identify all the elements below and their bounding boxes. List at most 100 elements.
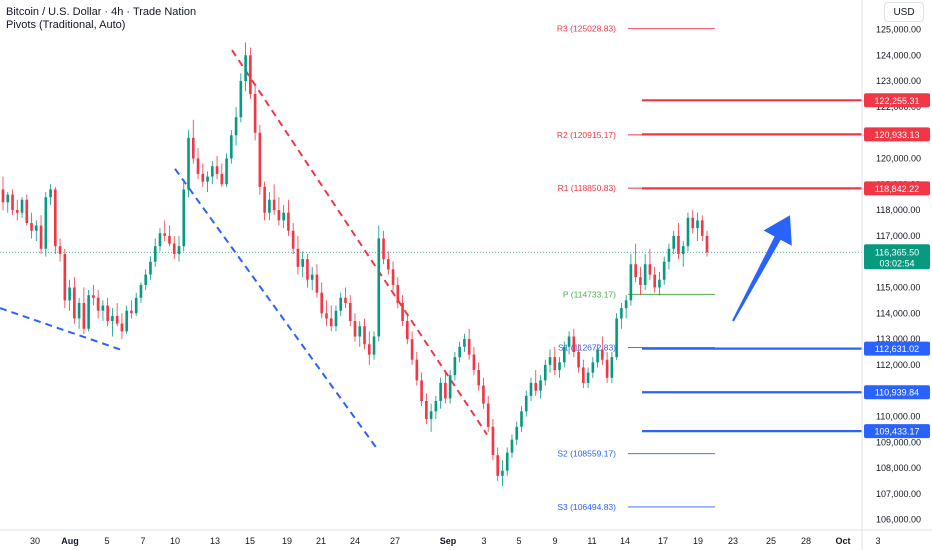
candle[interactable] bbox=[39, 215, 43, 254]
candle[interactable] bbox=[25, 194, 29, 226]
candle[interactable] bbox=[191, 119, 195, 164]
candle[interactable] bbox=[249, 47, 252, 100]
candle[interactable] bbox=[391, 261, 395, 291]
candle[interactable] bbox=[539, 375, 542, 399]
candle[interactable] bbox=[291, 222, 295, 254]
candle[interactable] bbox=[15, 199, 19, 221]
candle[interactable] bbox=[620, 302, 623, 329]
candle[interactable] bbox=[96, 290, 100, 319]
candle[interactable] bbox=[643, 253, 647, 291]
candle[interactable] bbox=[410, 331, 414, 365]
candle[interactable] bbox=[582, 359, 585, 389]
candle[interactable] bbox=[58, 238, 62, 262]
candle[interactable] bbox=[177, 235, 181, 262]
candle[interactable] bbox=[120, 313, 124, 340]
candle[interactable] bbox=[515, 421, 519, 445]
candle[interactable] bbox=[667, 243, 671, 270]
candle[interactable] bbox=[153, 238, 157, 267]
candle[interactable] bbox=[296, 235, 300, 275]
candle[interactable] bbox=[73, 277, 76, 324]
candle[interactable] bbox=[686, 212, 690, 252]
candle[interactable] bbox=[653, 266, 656, 293]
candle[interactable] bbox=[634, 243, 637, 283]
candle[interactable] bbox=[629, 253, 633, 306]
candle[interactable] bbox=[677, 222, 680, 260]
candle[interactable] bbox=[353, 313, 357, 342]
candle[interactable] bbox=[149, 256, 152, 280]
candle[interactable] bbox=[139, 282, 143, 303]
candle[interactable] bbox=[272, 184, 276, 216]
candle[interactable] bbox=[268, 192, 271, 221]
candle[interactable] bbox=[505, 447, 509, 476]
forecast-arrow-shape[interactable] bbox=[732, 215, 792, 322]
candle[interactable] bbox=[624, 295, 628, 319]
indicator-label[interactable]: Pivots (Traditional, Auto) bbox=[6, 19, 126, 31]
candle[interactable] bbox=[54, 186, 57, 254]
candle[interactable] bbox=[448, 370, 452, 404]
candle[interactable] bbox=[182, 179, 186, 252]
candle[interactable] bbox=[301, 251, 304, 278]
candle[interactable] bbox=[339, 292, 343, 316]
candle[interactable] bbox=[467, 328, 471, 360]
candle[interactable] bbox=[130, 300, 133, 319]
candle[interactable] bbox=[144, 269, 148, 291]
candle[interactable] bbox=[558, 357, 561, 378]
candle[interactable] bbox=[696, 212, 699, 242]
candle[interactable] bbox=[34, 220, 38, 242]
candle[interactable] bbox=[396, 277, 400, 309]
candle[interactable] bbox=[386, 251, 390, 275]
candle[interactable] bbox=[306, 253, 309, 288]
candle[interactable] bbox=[82, 287, 86, 334]
candle[interactable] bbox=[101, 300, 105, 322]
candle[interactable] bbox=[20, 197, 24, 218]
candle[interactable] bbox=[344, 287, 347, 309]
candle[interactable] bbox=[477, 362, 480, 391]
candle[interactable] bbox=[287, 199, 290, 236]
candle[interactable] bbox=[334, 305, 338, 332]
candle[interactable] bbox=[639, 266, 642, 296]
candle[interactable] bbox=[201, 163, 205, 187]
candle[interactable] bbox=[605, 351, 609, 383]
candle[interactable] bbox=[68, 279, 71, 311]
candle[interactable] bbox=[258, 124, 262, 195]
candle[interactable] bbox=[548, 349, 552, 373]
candle[interactable] bbox=[329, 305, 333, 332]
candle[interactable] bbox=[577, 344, 580, 373]
candle[interactable] bbox=[230, 130, 233, 164]
candle[interactable] bbox=[125, 305, 128, 334]
candle[interactable] bbox=[263, 181, 266, 221]
candle[interactable] bbox=[11, 189, 14, 216]
trendline-left-support[interactable] bbox=[0, 307, 121, 351]
candle[interactable] bbox=[172, 235, 176, 260]
candle[interactable] bbox=[106, 297, 109, 327]
candle[interactable] bbox=[253, 86, 257, 141]
candle[interactable] bbox=[572, 328, 576, 358]
candle[interactable] bbox=[401, 295, 404, 327]
candle[interactable] bbox=[206, 171, 209, 193]
candle[interactable] bbox=[87, 290, 90, 332]
candle[interactable] bbox=[348, 295, 352, 327]
candle[interactable] bbox=[406, 313, 409, 345]
candle[interactable] bbox=[444, 372, 447, 404]
candle[interactable] bbox=[111, 308, 114, 337]
candle[interactable] bbox=[239, 73, 243, 123]
candle[interactable] bbox=[453, 351, 457, 381]
candle[interactable] bbox=[77, 297, 81, 329]
candle[interactable] bbox=[115, 302, 119, 327]
trendline-upper-descending-resistance[interactable] bbox=[231, 49, 488, 436]
candle[interactable] bbox=[415, 351, 419, 386]
candle[interactable] bbox=[691, 210, 695, 234]
trendline-lower-descending-support[interactable] bbox=[174, 168, 379, 451]
candle[interactable] bbox=[534, 370, 538, 396]
candle[interactable] bbox=[567, 331, 571, 355]
candle[interactable] bbox=[282, 204, 285, 229]
candle[interactable] bbox=[458, 341, 461, 363]
candle[interactable] bbox=[310, 266, 314, 291]
candle[interactable] bbox=[30, 212, 33, 239]
candle[interactable] bbox=[591, 357, 595, 378]
candle[interactable] bbox=[234, 106, 238, 146]
candle[interactable] bbox=[382, 230, 385, 265]
candle[interactable] bbox=[44, 192, 48, 257]
candle[interactable] bbox=[705, 230, 709, 257]
candle[interactable] bbox=[425, 393, 428, 425]
